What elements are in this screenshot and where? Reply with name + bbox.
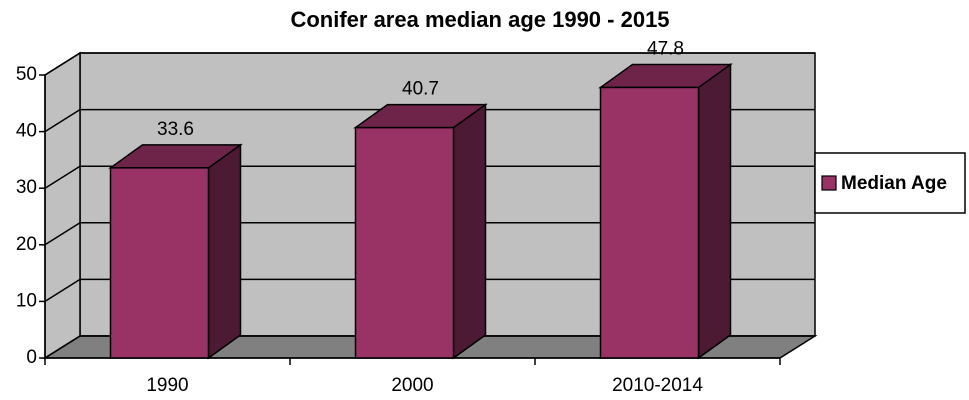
- side-wall: [44, 51, 81, 360]
- x-tick-label: 2000: [391, 375, 433, 396]
- grid-line: [44, 222, 815, 246]
- grid-line: [44, 335, 815, 359]
- grid-line: [44, 52, 815, 76]
- bar: [354, 126, 455, 359]
- legend-swatch: [821, 175, 837, 191]
- y-tick-label: 10: [16, 290, 37, 311]
- bar-side: [207, 143, 242, 360]
- y-tick-label: 30: [16, 177, 37, 198]
- value-label: 40.7: [402, 79, 439, 100]
- bar-side: [697, 62, 732, 360]
- x-tick-label: 2010-2014: [612, 375, 703, 396]
- y-tick-label: 40: [16, 121, 37, 142]
- y-tick-label: 20: [16, 234, 37, 255]
- grid-line: [44, 165, 815, 189]
- value-label: 47.8: [647, 38, 684, 59]
- value-label: 33.6: [157, 119, 194, 140]
- grid-line: [44, 278, 815, 303]
- chart-title: Conifer area median age 1990 - 2015: [290, 7, 669, 32]
- y-tick-label: 0: [26, 347, 37, 368]
- bar: [599, 86, 700, 359]
- bar-side: [452, 103, 487, 360]
- bar: [109, 167, 210, 359]
- y-tick-label: 50: [16, 64, 37, 85]
- legend-box: [814, 152, 966, 214]
- legend-label: Median Age: [841, 173, 947, 194]
- x-tick-label: 1990: [146, 375, 188, 396]
- grid-line: [44, 108, 815, 133]
